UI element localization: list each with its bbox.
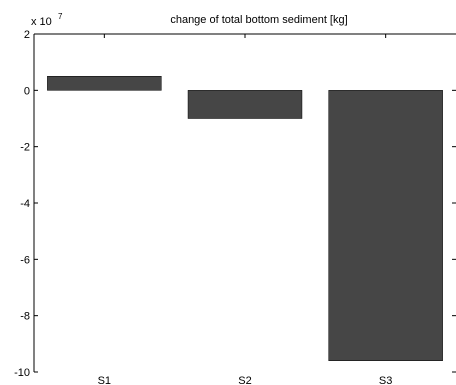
x-tick-label: S3 [379, 375, 392, 385]
plot-area: 2 0 -2 -4 -6 -8 -10 S1 S2 S3 [14, 29, 456, 385]
y-tick-label: -10 [14, 367, 30, 379]
y-tick-label: -8 [20, 311, 30, 323]
bar-s2 [187, 90, 303, 119]
x-tick-label: S1 [98, 375, 111, 385]
bar-s1 [47, 76, 162, 91]
y-multiplier: x 10 7 [31, 12, 63, 28]
y-tick-label: -2 [20, 142, 30, 154]
bar-s3 [328, 90, 443, 361]
y-multiplier-base: x 10 [31, 16, 52, 28]
chart-title: change of total bottom sediment [kg] [170, 14, 347, 26]
x-tick-label: S2 [238, 375, 251, 385]
y-tick-label: 2 [24, 29, 30, 41]
y-multiplier-exponent: 7 [58, 12, 63, 21]
y-tick-label: -6 [20, 254, 30, 266]
y-tick-label: -4 [20, 198, 30, 210]
y-tick-label: 0 [24, 85, 30, 97]
